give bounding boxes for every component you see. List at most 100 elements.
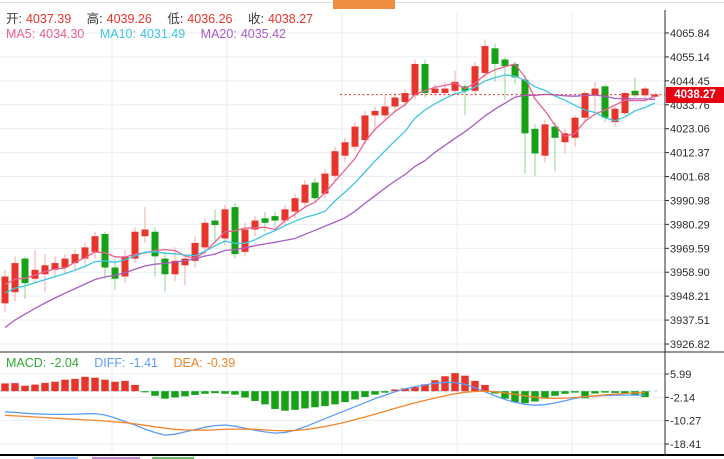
macd-bar-down <box>561 391 569 394</box>
candle-down <box>501 59 509 67</box>
macd-bar-down <box>331 391 339 405</box>
candle-down <box>531 128 539 154</box>
ma20-line <box>4 93 656 329</box>
macd-bar-down <box>151 391 159 396</box>
diff-label: DIFF: <box>94 356 126 370</box>
macd-bar-down <box>621 391 629 394</box>
candle-up <box>51 263 59 270</box>
candle-down <box>601 86 609 118</box>
macd-bar-up <box>121 380 129 392</box>
candle-down <box>311 182 319 199</box>
macd-bar-down <box>231 391 239 395</box>
ma20-value: 4035.42 <box>240 27 286 41</box>
macd-bar-up <box>111 381 119 392</box>
candle-up <box>71 254 79 264</box>
macd-bar-up <box>81 376 89 392</box>
toolbar-button-fragment[interactable] <box>333 0 395 9</box>
macd-bar-down <box>581 391 589 399</box>
macd-bar-down <box>371 391 379 395</box>
candle-up <box>301 184 309 203</box>
high-value: 4039.26 <box>106 12 152 26</box>
candle-down <box>631 90 639 96</box>
open-value: 4037.39 <box>25 12 72 26</box>
candle-down <box>21 258 29 284</box>
candle-up <box>331 151 339 176</box>
y-axis-label: 4055.14 <box>670 52 710 64</box>
macd-bar-down <box>211 391 219 394</box>
candle-up <box>221 209 229 239</box>
diff-value: -1.41 <box>129 356 159 370</box>
candle-up <box>61 258 69 268</box>
macd-bar-down <box>141 391 149 393</box>
candle-down <box>511 63 519 78</box>
ma5-value: 4034.30 <box>39 27 85 41</box>
candle-up <box>11 263 19 293</box>
candle-down <box>551 126 559 138</box>
candle-up <box>91 236 99 252</box>
candle-up <box>351 126 359 147</box>
macd-bar-down <box>261 391 269 405</box>
macd-bar-up <box>401 388 409 392</box>
macd-bar-up <box>61 379 69 392</box>
macd-row: MACD: -2.04 DIFF: -1.41 DEA: -0.39 <box>6 356 239 370</box>
y-axis-label: 4023.06 <box>670 124 710 136</box>
macd-bar-down <box>181 391 189 397</box>
macd-bar-down <box>301 391 309 409</box>
macd-value: -2.04 <box>50 356 79 370</box>
macd-label: MACD: <box>6 356 47 370</box>
candle-up <box>321 173 329 194</box>
macd-bar-down <box>521 391 529 404</box>
macd-bar-up <box>481 384 489 392</box>
macd-bar-down <box>641 391 649 398</box>
candle-up <box>371 110 379 116</box>
macd-bar-up <box>391 389 399 392</box>
candle-up <box>41 265 49 275</box>
y-axis-label: 3926.82 <box>670 339 710 351</box>
candle-up <box>81 247 89 259</box>
candle-up <box>1 276 9 304</box>
candle-up <box>131 231 139 259</box>
macd-bar-down <box>601 391 609 393</box>
macd-axis-label: -10.27 <box>670 416 701 428</box>
macd-bar-down <box>221 391 229 394</box>
bottom-clipped-strip <box>0 456 724 459</box>
y-axis-label: 3958.90 <box>670 267 710 279</box>
macd-bar-down <box>191 391 199 395</box>
ma10-label: MA10: <box>99 27 136 41</box>
candle-up <box>141 229 149 237</box>
candle-up <box>281 209 289 221</box>
candle-up <box>401 93 409 102</box>
macd-bar-up <box>441 376 449 392</box>
candle-up <box>171 260 179 275</box>
candle-up <box>31 269 39 279</box>
last-price-badge: 4038.27 <box>666 87 724 103</box>
candle-up <box>481 46 489 73</box>
y-axis-label: 3990.98 <box>670 195 710 207</box>
macd-bar-up <box>1 383 9 392</box>
candle-up <box>361 115 369 141</box>
macd-axis-label: -18.41 <box>670 439 701 451</box>
y-axis-label: 4012.37 <box>670 148 710 160</box>
candle-up <box>651 94 659 97</box>
candle-up <box>181 258 189 266</box>
candle-down <box>101 233 109 268</box>
candle-down <box>491 48 499 64</box>
ohlc-row: 开: 4037.39 高: 4039.26 低: 4036.26 收: 4038.27 <box>6 12 317 26</box>
ma10-value: 4031.49 <box>140 27 186 41</box>
macd-bar-down <box>311 391 319 408</box>
macd-bar-down <box>501 391 509 399</box>
candle-up <box>611 108 619 123</box>
macd-bar-down <box>611 391 619 393</box>
macd-bar-down <box>531 391 539 402</box>
ma5-label: MA5: <box>6 27 36 41</box>
candle-down <box>111 267 119 279</box>
candle-up <box>561 133 569 143</box>
candle-up <box>251 220 259 230</box>
candle-up <box>641 88 649 96</box>
macd-bar-down <box>511 391 519 403</box>
ma5-line <box>4 63 656 286</box>
macd-bar-down <box>321 391 329 407</box>
candle-up <box>381 106 389 116</box>
